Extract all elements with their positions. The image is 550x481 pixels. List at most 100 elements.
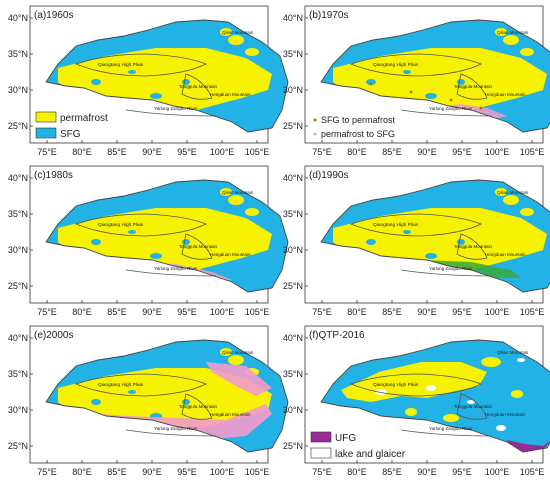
legend-swatch-sfg: [35, 127, 57, 139]
permafrost-patch: [405, 408, 417, 416]
yarlung-outline: [400, 429, 492, 437]
y-tick-label: 40°N: [8, 173, 28, 183]
y-tick-label: 35°N: [283, 209, 303, 219]
x-tick-label: 80°E: [347, 147, 367, 157]
legend-swatch-permafrost: [35, 111, 57, 123]
label-yarlung: Yarlung Zangbo River: [154, 106, 198, 111]
sfg-to-permafrost-dot: [479, 106, 483, 110]
y-tick-label: 35°N: [283, 49, 303, 59]
x-tick-label: 75°E: [37, 147, 57, 157]
permafrost-patch: [245, 208, 259, 216]
qiangtang-outline: [349, 213, 482, 237]
plateau-outline: [320, 339, 550, 453]
yarlung-outline: [125, 269, 217, 277]
y-tick-label: 25°N: [8, 281, 28, 291]
y-tick-label: 40°N: [8, 13, 28, 23]
y-tick-label: 30°N: [283, 245, 303, 255]
x-tick-label: 95°E: [177, 307, 197, 317]
x-tick-label: 75°E: [312, 307, 332, 317]
x-tick-label: 90°E: [142, 307, 162, 317]
sfg-patch: [128, 390, 136, 394]
x-tick-label: 85°E: [382, 307, 402, 317]
tanggula-outline: [456, 73, 488, 100]
x-tick-label: 100°E: [485, 467, 510, 477]
panel-title: (d)1990s: [309, 170, 348, 181]
x-tick-label: 95°E: [452, 147, 472, 157]
y-tick-label: 30°N: [8, 245, 28, 255]
x-tick-label: 80°E: [347, 307, 367, 317]
x-tick-label: 95°E: [452, 307, 472, 317]
label-qiangtang: Qiangtang High Plain: [98, 222, 144, 228]
x-tick-label: 75°E: [312, 467, 332, 477]
y-tick-label: 30°N: [8, 405, 28, 415]
map-panel: 40°N 35°N 30°N 25°N 75°E 80°E 85°E 90°E 95°E 100°…: [283, 325, 550, 477]
label-yarlung: Yarlung Zangbo River: [154, 266, 198, 271]
label-tanggula: Tanggula Mountain: [179, 244, 218, 249]
sfg-patch: [91, 399, 101, 405]
y-tick-label: 25°N: [283, 441, 303, 451]
label-yarlung: Yarlung Zangbo River: [154, 426, 198, 431]
label-qiangtang: Qiangtang High Plain: [98, 382, 144, 388]
qiangtang-outline: [349, 53, 482, 77]
x-tick-label: 85°E: [107, 307, 127, 317]
sfg-to-permafrost-dot: [449, 98, 453, 102]
x-tick-label: 75°E: [37, 467, 57, 477]
qiangtang-outline: [74, 53, 207, 77]
sfg-to-permafrost-dot: [369, 82, 373, 86]
legend-label: permafrost to SFG: [321, 129, 395, 139]
y-tick-label: 25°N: [283, 121, 303, 131]
plateau-outline: [45, 19, 289, 133]
label-qilian: Qilian Mountain: [497, 350, 529, 355]
map-panel: 40°N 35°N 30°N 25°N 75°E 80°E 85°E 90°E 95°E 100°…: [8, 165, 289, 317]
permafrost-patch: [220, 188, 232, 196]
legend-label: permafrost: [60, 113, 108, 124]
x-tick-label: 105°E: [520, 467, 545, 477]
x-tick-label: 85°E: [107, 147, 127, 157]
x-tick-label: 80°E: [72, 147, 92, 157]
legend-swatch-lake: [310, 447, 332, 459]
qiangtang-outline: [349, 373, 482, 397]
x-tick-label: 90°E: [417, 307, 437, 317]
yarlung-outline: [400, 109, 492, 117]
panel-title: (a)1960s: [34, 10, 73, 21]
x-tick-label: 95°E: [177, 467, 197, 477]
legend-swatch-permafrost-to-sfg: [313, 132, 317, 136]
map-panel: 40°N 35°N 30°N 25°N 75°E 80°E 85°E 90°E 95°E 100°…: [8, 325, 289, 477]
y-tick-label: 40°N: [283, 13, 303, 23]
plateau-outline: [320, 179, 550, 293]
permafrost-patch: [495, 188, 507, 196]
sfg-patch: [366, 79, 376, 85]
tanggula-outline: [181, 233, 213, 260]
lake-patch: [467, 400, 475, 404]
label-tanggula: Tanggula Mountain: [454, 84, 493, 89]
label-hengduan: Hengduan Mountain: [210, 92, 251, 97]
sfg-patch: [128, 230, 136, 234]
x-tick-label: 105°E: [245, 307, 270, 317]
lake-patch: [426, 385, 436, 391]
sfg-to-permafrost-dot: [409, 90, 413, 94]
yarlung-outline: [400, 269, 492, 277]
sfg-patch: [91, 79, 101, 85]
sfg-patch: [91, 239, 101, 245]
x-tick-label: 75°E: [312, 147, 332, 157]
x-tick-label: 100°E: [210, 307, 235, 317]
x-tick-label: 90°E: [142, 147, 162, 157]
panel-title: (e)2000s: [34, 330, 73, 341]
label-qilian: Qilian Mountain: [222, 350, 254, 355]
y-tick-label: 25°N: [283, 281, 303, 291]
x-tick-label: 105°E: [520, 307, 545, 317]
label-yarlung: Yarlung Zangbo River: [429, 106, 473, 111]
permafrost-patch: [228, 195, 244, 205]
sfg-patch: [425, 253, 437, 259]
y-tick-label: 30°N: [283, 85, 303, 95]
legend-label: UFG: [335, 433, 356, 444]
legend-a: permafrost SFG: [35, 111, 108, 140]
x-tick-label: 95°E: [177, 147, 197, 157]
label-hengduan: Hengduan Mountain: [210, 252, 251, 257]
yarlung-outline: [125, 429, 217, 437]
legend-label: lake and glaicer: [335, 449, 406, 460]
legend-f: UFG lake and glaicer: [310, 431, 406, 460]
permafrost-patch: [503, 35, 519, 45]
label-tanggula: Tanggula Mountain: [179, 404, 218, 409]
x-tick-label: 105°E: [245, 147, 270, 157]
